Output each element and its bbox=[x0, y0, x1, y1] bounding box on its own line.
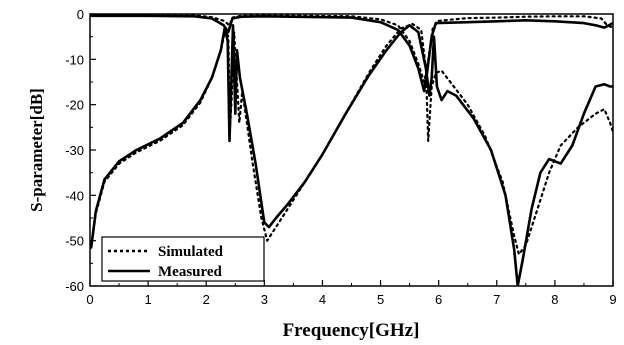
x-tick-label: 6 bbox=[435, 292, 442, 307]
y-tick-label: 0 bbox=[77, 7, 84, 22]
x-tick-label: 4 bbox=[319, 292, 326, 307]
y-tick-label: -60 bbox=[65, 279, 84, 294]
legend-box bbox=[101, 236, 265, 282]
measured-curve-3 bbox=[90, 14, 613, 93]
measured-curve-1 bbox=[90, 24, 613, 286]
y-tick-label: -40 bbox=[65, 188, 84, 203]
simulated-curve-2 bbox=[90, 14, 613, 84]
legend-label-measured: Measured bbox=[158, 264, 223, 280]
x-tick-label: 8 bbox=[551, 292, 558, 307]
y-tick-label: -30 bbox=[65, 143, 84, 158]
simulated-curve-0 bbox=[90, 22, 613, 256]
series-layer bbox=[90, 14, 613, 286]
y-tick-label: -50 bbox=[65, 234, 84, 249]
y-axis-title: S-parameter[dB] bbox=[27, 88, 46, 212]
legend: Simulated Measured bbox=[101, 236, 265, 282]
x-axis-title: Frequency[GHz] bbox=[283, 320, 420, 341]
y-tick-label: -20 bbox=[65, 98, 84, 113]
y-tick-label: -10 bbox=[65, 52, 84, 67]
x-tick-label: 9 bbox=[609, 292, 616, 307]
legend-label-simulated: Simulated bbox=[158, 244, 224, 260]
x-tick-label: 1 bbox=[144, 292, 151, 307]
x-tick-label: 5 bbox=[377, 292, 384, 307]
x-axis: 0 1 2 3 4 5 6 7 8 9 bbox=[86, 280, 617, 307]
y-axis: 0 -10 -20 -30 -40 -50 -60 bbox=[65, 7, 96, 294]
x-tick-label: 2 bbox=[203, 292, 210, 307]
x-tick-label: 3 bbox=[261, 292, 268, 307]
x-tick-label: 7 bbox=[493, 292, 500, 307]
x-tick-label: 0 bbox=[86, 292, 93, 307]
